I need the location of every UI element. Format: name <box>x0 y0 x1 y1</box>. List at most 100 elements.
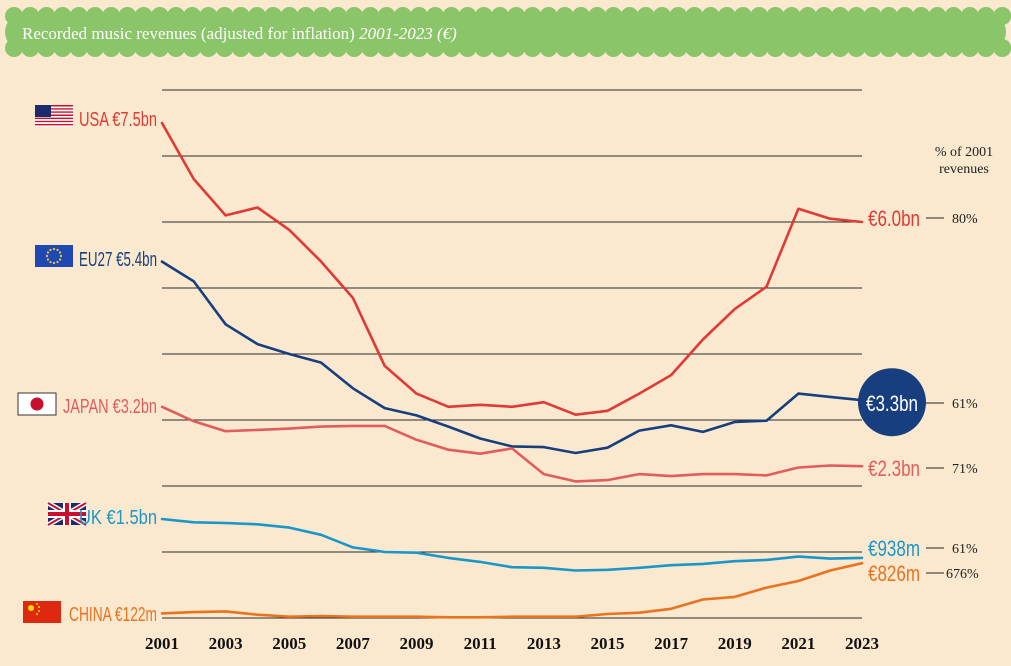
end-label-uk: €938m <box>868 536 920 561</box>
scallop-bottom <box>458 39 477 57</box>
scallop-bottom <box>766 39 785 57</box>
pct-label-china: 676% <box>946 567 979 582</box>
flag-stripe <box>35 111 73 113</box>
scallop-top <box>37 7 56 25</box>
scallop-bottom <box>231 39 250 57</box>
scallop-bottom <box>312 39 331 57</box>
flag-star-small <box>36 613 38 615</box>
scallop-bottom <box>442 39 461 57</box>
scallop-bottom <box>5 39 23 57</box>
flag-star <box>45 254 49 258</box>
scallop-bottom <box>361 39 380 57</box>
x-tick-label: 2013 <box>527 634 561 653</box>
scallop-bottom <box>993 39 1011 57</box>
flag-star <box>46 258 50 261</box>
start-label-china: CHINA €122m <box>69 604 157 626</box>
scallop-top <box>183 7 202 25</box>
scallop-bottom <box>960 39 979 57</box>
scallop-top <box>863 7 882 25</box>
x-tick-label: 2009 <box>400 634 434 653</box>
scallop-bottom <box>620 39 639 57</box>
x-tick-label: 2011 <box>464 634 497 653</box>
x-tick-label: 2007 <box>336 634 371 653</box>
flag-star <box>58 258 62 261</box>
pct-label-usa: 80% <box>952 212 978 227</box>
scallop-top <box>329 7 347 25</box>
scallop-top <box>345 7 364 25</box>
scallop-top <box>491 7 509 25</box>
series-line-eu27 <box>160 260 864 455</box>
flag-canton <box>35 105 51 117</box>
flag-field <box>23 601 61 623</box>
flag-star <box>49 248 52 252</box>
scallop-bottom <box>685 39 704 57</box>
scallop-bottom <box>167 39 185 57</box>
scallop-top <box>847 7 866 25</box>
flag-stripe <box>35 123 73 126</box>
scallop-bottom <box>69 39 88 57</box>
scallop-top <box>296 7 315 25</box>
scallop-bottom <box>815 39 833 57</box>
x-tick-label: 2005 <box>272 634 306 653</box>
scallop-bottom <box>782 39 801 57</box>
scallop-bottom <box>102 39 121 57</box>
scallop-bottom <box>879 39 898 57</box>
flag-star <box>59 254 63 258</box>
flag-field <box>35 245 73 267</box>
chart-title-years: 2001-2023 (€) <box>359 24 457 43</box>
scallop-bottom <box>280 39 299 57</box>
scallop-top <box>539 7 558 25</box>
scallop-bottom <box>912 39 931 57</box>
x-tick-label: 2019 <box>718 634 752 653</box>
country-flags <box>17 105 88 623</box>
title-banner-scallops <box>5 7 1011 57</box>
x-tick-label: 2017 <box>654 634 689 653</box>
eu-flag-icon <box>35 245 73 267</box>
series-line-japan <box>160 405 864 483</box>
scallop-top <box>248 7 266 25</box>
end-label-usa: €6.0bn <box>868 206 920 231</box>
scallop-bottom <box>750 39 769 57</box>
scallop-bottom <box>426 39 445 57</box>
flag-star <box>52 247 56 251</box>
scallop-top <box>960 7 979 25</box>
scallop-top <box>555 7 574 25</box>
scallop-bottom <box>37 39 56 57</box>
scallop-top <box>896 7 914 25</box>
china-flag-icon <box>23 601 61 623</box>
scallop-top <box>442 7 461 25</box>
flag-star <box>56 248 59 252</box>
x-axis-ticks: 2001 2003 2005 2007 2009 2011 2013 2015 2017 2019… <box>145 634 879 653</box>
scallop-top <box>86 7 104 25</box>
scallop-bottom <box>798 39 817 57</box>
scallop-bottom <box>199 39 218 57</box>
flag-stripe <box>35 119 73 121</box>
scallop-bottom <box>717 39 736 57</box>
pct-label-japan: 71% <box>952 462 978 477</box>
scallop-top <box>572 7 590 25</box>
scallop-bottom <box>118 39 137 57</box>
scallop-bottom <box>831 39 850 57</box>
scallop-bottom <box>977 39 995 57</box>
revenue-note: % of 2001 revenues <box>935 145 993 177</box>
flag-star <box>28 605 34 611</box>
scallop-top <box>150 7 169 25</box>
flag-star-small <box>38 610 40 612</box>
scallop-bottom <box>572 39 590 57</box>
scallop-bottom <box>588 39 607 57</box>
flag-star <box>49 260 52 264</box>
scallop-top <box>507 7 526 25</box>
scallop-bottom <box>896 39 914 57</box>
series-line-uk <box>160 517 864 572</box>
scallop-top <box>766 7 785 25</box>
scallop-top <box>102 7 121 25</box>
scallop-bottom <box>150 39 169 57</box>
scallop-bottom <box>410 39 428 57</box>
flag-stripe <box>35 114 73 116</box>
scallop-top <box>167 7 185 25</box>
scallop-bottom <box>555 39 574 57</box>
scallop-bottom <box>296 39 315 57</box>
scallop-bottom <box>701 39 720 57</box>
scallop-top <box>393 7 412 25</box>
